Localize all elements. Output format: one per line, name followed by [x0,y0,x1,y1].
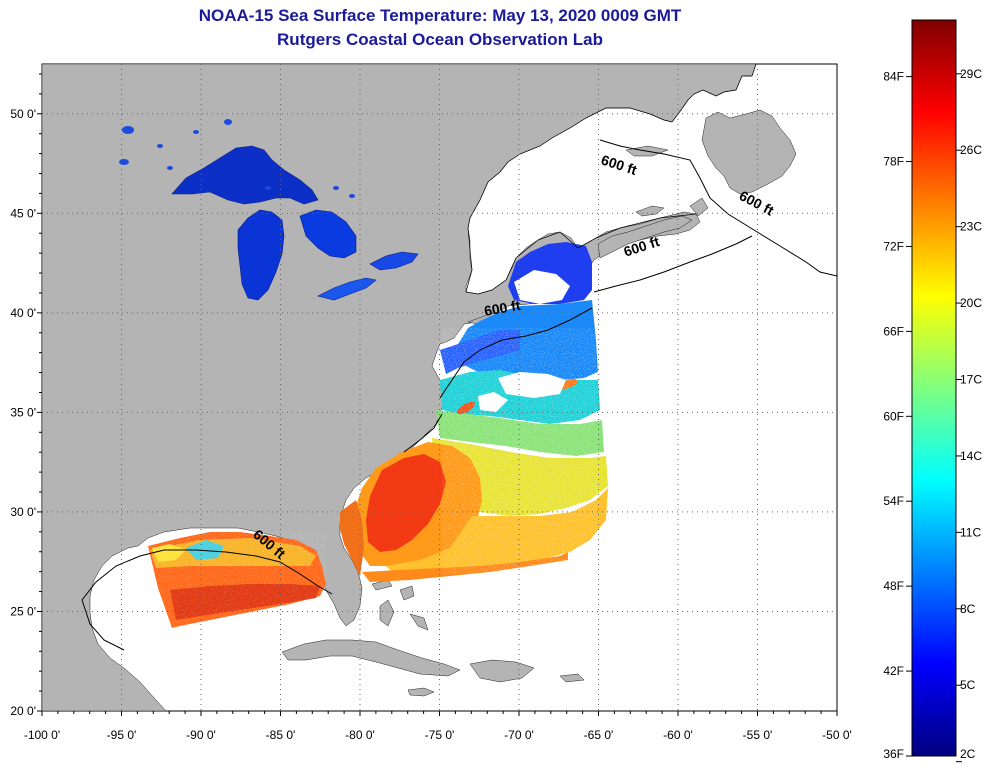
temperature-colorbar [911,19,957,757]
lon-tick-label: -65 0' [584,728,614,742]
lon-tick-label: -85 0' [266,728,296,742]
newfoundland-land [701,109,797,195]
colorbar-f-label: 72F [883,239,904,253]
bahamas-andros [379,599,395,627]
lon-tick-label: -100 0' [24,728,60,742]
lat-tick-label: 40 0' [10,306,36,320]
cape-breton-land [689,197,709,217]
lon-tick-label: -95 0' [107,728,137,742]
colorbar-c-label: 14C [960,449,982,463]
longitude-axis: -100 0' -95 0' -90 0' -85 0' -80 0' -75 0' -70… [24,711,852,742]
colorbar-f-label: 36F [883,747,904,761]
colorbar-c-label: 5C [960,678,976,692]
colorbar-fahrenheit-scale: 36F 42F 48F 54F 60F 66F 72F 78F 84F [883,70,912,761]
lake-ontario [369,251,419,271]
lake-huron [299,209,357,259]
lat-tick-label: 20 0' [10,704,36,718]
colorbar-f-label: 48F [883,579,904,593]
lon-tick-label: -60 0' [663,728,693,742]
lon-tick-label: -90 0' [186,728,216,742]
colorbar-f-label: 54F [883,494,904,508]
latitude-axis: 20 0' 25 0' 30 0' 35 0' 40 0' 45 0' 50 0' [10,73,42,718]
colorbar-c-label: 17C [960,373,982,387]
nova-scotia-land [597,215,693,259]
colorbar-c-label: 2C [960,747,976,761]
map-subtitle: Rutgers Coastal Ocean Observation Lab [277,30,603,49]
depth-label-600ft: 600 ft [483,297,522,319]
colorbar-c-label: 23C [960,220,982,234]
inland-lakes [119,119,355,198]
map-title: NOAA-15 Sea Surface Temperature: May 13,… [198,6,682,25]
bahamas-exuma [409,613,429,631]
lake-michigan [237,209,285,301]
puerto-rico-land [559,673,585,683]
lake-erie [317,277,377,301]
lat-tick-label: 50 0' [10,107,36,121]
colorbar-c-label: 11C [960,525,981,539]
bahamas-eleuthera [399,585,415,601]
lat-tick-label: 25 0' [10,604,36,618]
colorbar-f-label: 66F [883,324,904,338]
lat-tick-label: 30 0' [10,505,36,519]
hispaniola-land [469,659,535,683]
lon-tick-label: -80 0' [345,728,375,742]
colorbar-celsius-scale: 2C 5C 8C 11C 14C 17C 20C 23C 26C 29C [956,67,982,763]
colorbar-f-label: 84F [883,70,904,84]
jamaica-land [407,687,435,697]
colorbar-f-label: 42F [883,664,904,678]
cuba-land [281,639,461,677]
lake-superior [171,145,319,205]
colorbar-c-label: 26C [960,143,982,157]
colorbar-c-label: 29C [960,67,982,81]
sst-overlay [148,242,608,628]
lat-tick-label: 45 0' [10,206,36,220]
isobath-600ft [81,139,837,651]
lon-tick-label: -75 0' [425,728,455,742]
lon-tick-label: -50 0' [822,728,852,742]
colorbar-c-label: 20C [960,296,982,310]
lat-tick-label: 35 0' [10,405,36,419]
colorbar-c-label: 8C [960,602,976,616]
coastline [465,64,757,295]
colorbar-f-label: 60F [883,409,904,423]
lon-tick-label: -70 0' [504,728,534,742]
lon-tick-label: -55 0' [743,728,773,742]
colorbar-f-label: 78F [883,155,904,169]
